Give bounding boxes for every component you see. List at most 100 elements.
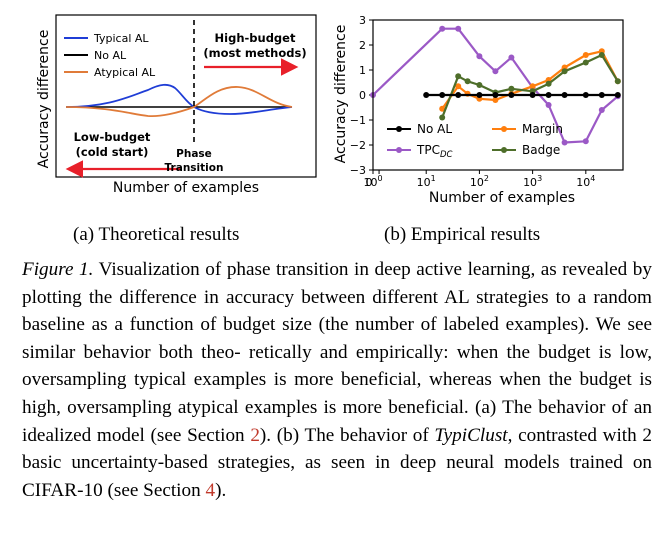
caption-line-5: retically and empirically: when the budg… (22, 341, 652, 391)
legend-no-al-marker (396, 126, 402, 132)
legend-margin-marker (501, 126, 507, 132)
x-tick-base: 10 (417, 176, 431, 189)
x-tick-label: 104 (576, 174, 595, 189)
y-axis-label: Accuracy difference (333, 25, 349, 164)
data-point-margin (492, 97, 499, 103)
subcaption-a: (a) Theoretical results (73, 224, 240, 245)
x-tick-label: 101 (417, 174, 436, 189)
cold-start-label: (cold start) (76, 145, 149, 159)
high-budget-label: High-budget (215, 31, 296, 45)
data-point-tpcdc (455, 25, 462, 32)
data-point-badge (464, 78, 471, 85)
data-point-tpcdc (492, 68, 499, 75)
y-axis-label: Accuracy difference (36, 30, 52, 169)
data-point-badge (508, 85, 515, 92)
data-point-badge (476, 82, 483, 88)
legend-typical-label: Typical AL (93, 32, 149, 45)
caption-line-3: AL strategies to a random baseline as a … (22, 286, 652, 336)
series-line-tpcdc (372, 27, 619, 144)
x-tick-exponent: 3 (537, 174, 542, 183)
figure-label: Figure 1. (22, 259, 94, 280)
caption-line-2: as revealed by plotting the difference i… (22, 259, 652, 308)
x-axis-label: Number of examples (113, 180, 259, 196)
transition-label: Transition (165, 162, 224, 174)
data-point-tpcdc (439, 25, 446, 32)
data-point-badge (614, 78, 621, 85)
x-tick-base: 10 (470, 176, 484, 189)
plot-frame (372, 19, 624, 171)
data-point-tpcdc (598, 107, 605, 113)
data-point-badge (561, 68, 568, 75)
legend-tpc-subscript: DC (440, 150, 453, 160)
figure-caption: Figure 1. Visualization of phase transit… (22, 256, 652, 504)
data-point-badge (582, 59, 589, 66)
plot-frame (55, 14, 317, 178)
legend-tpc-label: TPCDC (416, 143, 452, 160)
data-point-margin (439, 105, 446, 112)
subcaption-b: (b) Empirical results (384, 224, 541, 245)
legend-tpc-base: TPC (416, 143, 440, 157)
x-tick-label: 103 (523, 174, 542, 189)
theoretical-results-chart: Accuracy difference Number of examples T… (36, 14, 317, 196)
data-point-margin (455, 83, 462, 90)
empirical-results-chart: Accuracy difference Number of examples 3… (333, 14, 624, 206)
legend-tpc-marker (396, 147, 402, 153)
data-point-no-al (545, 92, 552, 98)
x-tick-base: 0 (366, 176, 373, 189)
data-point-tpcdc (476, 53, 483, 60)
x-tick-base: 10 (363, 176, 377, 189)
data-point-no-al (476, 92, 483, 98)
legend-panel-a: Typical AL No AL Atypical AL (64, 32, 156, 79)
section-ref-4[interactable]: 4 (205, 479, 216, 501)
data-point-no-al (561, 92, 568, 98)
y-tick-label: 2 (359, 39, 366, 52)
x-tick-base: 10 (523, 176, 537, 189)
x-tick-exponent: 0 (377, 174, 382, 183)
data-point-tpcdc (508, 54, 515, 61)
y-tick-label: −3 (350, 164, 366, 177)
data-point-badge (439, 114, 446, 121)
x-axis-label: Number of examples (429, 190, 575, 206)
data-point-badge (545, 80, 552, 87)
data-point-no-al (492, 92, 499, 98)
legend-no-al-label: No AL (417, 122, 452, 136)
data-point-tpcdc (561, 139, 568, 146)
plot-series (370, 25, 621, 146)
legend-panel-b: No AL Margin TPCDC Badge (387, 122, 563, 160)
y-tick-label: 1 (359, 64, 366, 77)
most-methods-label: (most methods) (203, 46, 306, 60)
legend-badge-label: Badge (522, 143, 560, 157)
y-tick-label: −1 (350, 114, 366, 127)
x-tick-label: 0 (366, 176, 373, 189)
y-tick-label: 0 (359, 89, 366, 102)
caption-line-6: typical examples is more beneficial, whe… (134, 369, 652, 391)
data-point-margin (582, 52, 589, 58)
method-name: TypiClust (434, 424, 508, 446)
x-tick-exponent: 1 (431, 174, 436, 183)
y-tick-label: −2 (350, 139, 366, 152)
x-tick-label: 102 (470, 174, 489, 189)
x-tick-base: 10 (576, 176, 590, 189)
x-tick-label: 100 (363, 174, 382, 189)
phase-label: Phase (176, 148, 212, 160)
caption-line-8b: ). (b) The behavior of (259, 424, 429, 446)
data-point-badge (598, 52, 605, 58)
caption-line-8a: behavior of an idealized model (see Sect… (22, 396, 652, 446)
data-point-no-al (439, 92, 446, 98)
data-point-no-al (582, 92, 589, 98)
data-point-no-al (614, 92, 621, 98)
legend-no-al-label: No AL (94, 49, 127, 62)
data-point-no-al (423, 92, 430, 98)
data-point-no-al (598, 92, 605, 98)
y-tick-label: 3 (359, 14, 366, 27)
legend-atypical-label: Atypical AL (94, 66, 156, 79)
section-ref-2[interactable]: 2 (250, 424, 260, 446)
data-point-no-al (455, 92, 462, 98)
data-point-tpcdc (582, 138, 589, 145)
caption-line-7: high, oversampling atypical examples is … (22, 396, 532, 418)
x-tick-exponent: 4 (590, 174, 595, 183)
legend-badge-marker (501, 147, 507, 153)
caption-line-4: number of labeled examples). We see simi… (22, 314, 652, 363)
x-tick-exponent: 2 (484, 174, 489, 183)
